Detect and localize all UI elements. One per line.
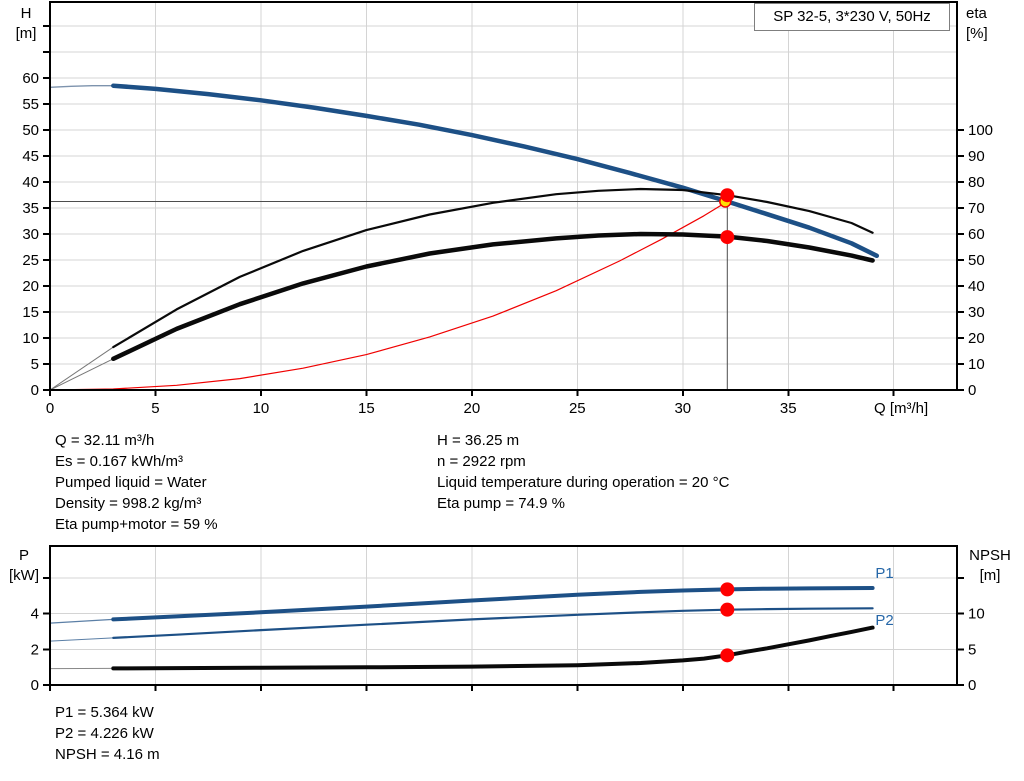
right-axis-tick-label: 0 bbox=[968, 677, 976, 694]
plot-frame bbox=[49, 545, 958, 686]
p2-point-marker[interactable] bbox=[720, 602, 735, 617]
q-axis-title: Q [m³/h] bbox=[874, 400, 929, 417]
eta-pump-curve-lead bbox=[49, 346, 114, 391]
power-details: P1 = 5.364 kW P2 = 4.226 kW NPSH = 4.16 … bbox=[55, 702, 160, 765]
detail-n: n = 2922 rpm bbox=[437, 453, 526, 470]
left-axis-tick-label: 10 bbox=[22, 330, 39, 347]
x-axis-tick-label: 30 bbox=[674, 400, 691, 417]
left-axis-tick-label: 0 bbox=[31, 677, 39, 694]
plot-frame bbox=[49, 1, 958, 391]
p1-curve-lead bbox=[49, 618, 114, 624]
x-axis-tick-label: 0 bbox=[46, 400, 54, 417]
left-axis-tick-label: 45 bbox=[22, 148, 39, 165]
left-axis-tick-label: 60 bbox=[22, 70, 39, 87]
left-axis-tick-label: 2 bbox=[31, 641, 39, 658]
left-axis-tick-label: 5 bbox=[31, 356, 39, 373]
h-axis-title: H [m] bbox=[15, 5, 37, 42]
detail-npsh: NPSH = 4.16 m bbox=[55, 746, 160, 763]
left-axis-tick-label: 50 bbox=[22, 122, 39, 139]
eta-pump-curve bbox=[112, 187, 874, 349]
p-axis-title: P [kW] bbox=[9, 547, 39, 584]
left-axis-tick-label: 30 bbox=[22, 226, 39, 243]
right-axis-tick-label: 80 bbox=[968, 174, 985, 191]
left-axis-tick-label: 35 bbox=[22, 200, 39, 217]
p1-point-marker[interactable] bbox=[720, 582, 735, 597]
x-axis-tick-label: 10 bbox=[253, 400, 270, 417]
head-efficiency-chart[interactable]: 0510152025303540455055600102030405060708… bbox=[22, 1, 993, 417]
curve-label-p2: P2 bbox=[875, 612, 893, 629]
right-axis-tick-label: 90 bbox=[968, 148, 985, 165]
detail-liquid-temp: Liquid temperature during operation = 20… bbox=[437, 474, 730, 491]
power-npsh-chart[interactable]: 0 2 4 0 5 10 P1 P2 bbox=[31, 545, 985, 694]
right-axis-tick-label: 5 bbox=[968, 641, 976, 658]
duty-details-right: H = 36.25 m n = 2922 rpm Liquid temperat… bbox=[437, 430, 729, 514]
detail-es: Es = 0.167 kWh/m³ bbox=[55, 453, 183, 470]
right-axis-tick-label: 10 bbox=[968, 356, 985, 373]
left-axis-tick-label: 20 bbox=[22, 278, 39, 295]
eta-axis-title: eta [%] bbox=[966, 5, 988, 42]
detail-p1: P1 = 5.364 kW bbox=[55, 704, 154, 721]
x-axis-tick-label: 5 bbox=[151, 400, 159, 417]
p2-curve bbox=[112, 607, 874, 640]
eta-pump-motor-point-marker[interactable] bbox=[720, 230, 735, 245]
detail-p2: P2 = 4.226 kW bbox=[55, 725, 154, 742]
curve-label-p1: P1 bbox=[875, 565, 893, 582]
right-axis-tick-label: 20 bbox=[968, 330, 985, 347]
right-axis-tick-label: 50 bbox=[968, 252, 985, 269]
x-axis-tick-label: 35 bbox=[780, 400, 797, 417]
detail-eta-pump: Eta pump = 74.9 % bbox=[437, 495, 565, 512]
p2-curve-lead bbox=[49, 637, 114, 642]
right-axis-tick-label: 70 bbox=[968, 200, 985, 217]
x-axis-tick-label: 25 bbox=[569, 400, 586, 417]
eta-pump-motor-curve-lead bbox=[49, 358, 114, 391]
x-axis-tick-label: 20 bbox=[464, 400, 481, 417]
x-axis-tick-label: 15 bbox=[358, 400, 375, 417]
eta-pump-point-marker[interactable] bbox=[720, 188, 735, 203]
eta-pump-motor-curve bbox=[111, 231, 875, 362]
detail-eta-pump-motor: Eta pump+motor = 59 % bbox=[55, 516, 218, 533]
qh-curve bbox=[111, 83, 880, 259]
left-axis-tick-label: 25 bbox=[22, 252, 39, 269]
right-axis-tick-label: 0 bbox=[968, 382, 976, 399]
pump-model-legend: SP 32-5, 3*230 V, 50Hz bbox=[754, 3, 950, 31]
p1-curve bbox=[111, 586, 875, 622]
left-axis-tick-label: 0 bbox=[31, 382, 39, 399]
npsh-axis-title: NPSH [m] bbox=[969, 547, 1011, 584]
right-axis-tick-label: 30 bbox=[968, 304, 985, 321]
npsh-curve bbox=[111, 625, 875, 671]
left-axis-tick-label: 4 bbox=[31, 606, 39, 623]
detail-q: Q = 32.11 m³/h bbox=[55, 432, 155, 449]
system-curve bbox=[49, 200, 728, 391]
detail-pumped-liquid: Pumped liquid = Water bbox=[55, 474, 207, 491]
right-axis-tick-label: 10 bbox=[968, 606, 985, 623]
qh-curve-lead bbox=[49, 85, 114, 88]
left-axis-tick-label: 55 bbox=[22, 96, 39, 113]
detail-h: H = 36.25 m bbox=[437, 432, 520, 449]
left-axis-tick-label: 40 bbox=[22, 174, 39, 191]
duty-details-left: Q = 32.11 m³/h Es = 0.167 kWh/m³ Pumped … bbox=[55, 430, 218, 535]
right-axis-tick-label: 60 bbox=[968, 226, 985, 243]
right-axis-tick-label: 40 bbox=[968, 278, 985, 295]
right-axis-tick-label: 100 bbox=[968, 122, 993, 139]
detail-density: Density = 998.2 kg/m³ bbox=[55, 495, 202, 512]
npsh-point-marker[interactable] bbox=[720, 648, 735, 663]
left-axis-tick-label: 15 bbox=[22, 304, 39, 321]
